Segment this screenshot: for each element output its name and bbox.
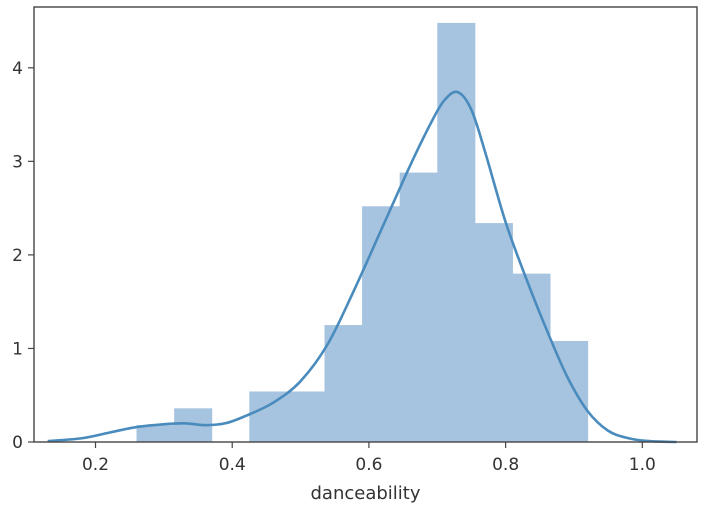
histogram-bar-3 (249, 391, 288, 442)
plot-frame (33, 6, 698, 443)
x-tick-label: 0.4 (219, 455, 246, 475)
x-tick-label: 0.6 (355, 455, 382, 475)
x-axis-ticks: 0.2 0.4 0.6 0.8 1.0 (82, 442, 656, 475)
y-tick-label: 4 (12, 59, 23, 79)
histogram-bar-5 (324, 325, 363, 442)
histogram-bar-10 (512, 273, 551, 442)
y-tick-label: 2 (12, 246, 23, 266)
histogram-bar-11 (550, 340, 589, 442)
x-axis-label: danceability (310, 483, 420, 504)
kde-curve (47, 90, 677, 444)
histogram-bars (136, 22, 589, 443)
histogram-bar-6 (362, 206, 401, 442)
y-tick-label: 0 (12, 433, 23, 453)
histogram-bar-4 (286, 391, 325, 442)
y-tick-label: 3 (12, 152, 23, 172)
histogram-bar-9 (474, 223, 513, 442)
histogram-bar-7 (399, 172, 438, 443)
y-axis-ticks: 0 1 2 3 4 (12, 59, 34, 453)
histogram-bar-0 (136, 425, 175, 442)
x-tick-label: 0.2 (82, 455, 109, 475)
x-tick-label: 1.0 (629, 455, 656, 475)
histogram-bar-8 (437, 22, 476, 442)
x-tick-label: 0.8 (492, 455, 519, 475)
y-tick-label: 1 (12, 339, 23, 359)
